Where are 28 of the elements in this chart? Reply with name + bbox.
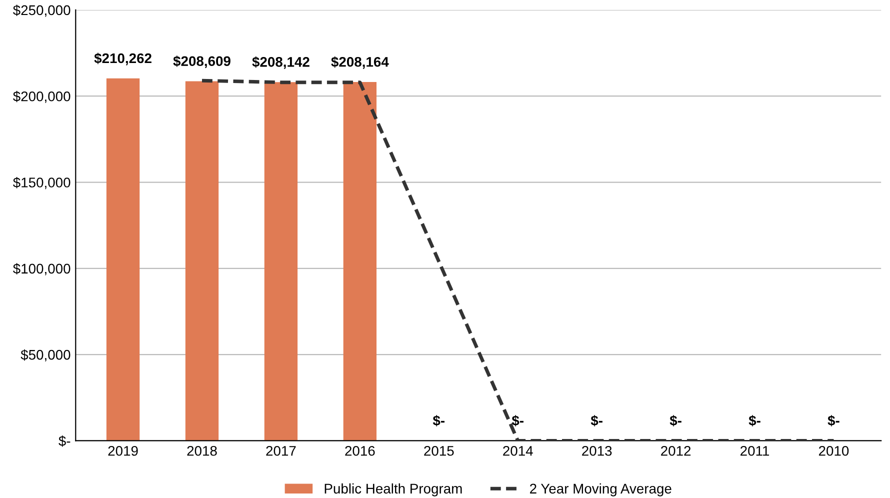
x-tick-label: 2018: [187, 446, 217, 456]
data-label: $208,609: [173, 56, 230, 68]
x-tick-label: 2010: [818, 446, 849, 456]
x-tick-label: 2016: [345, 446, 375, 456]
data-label: $-: [590, 415, 602, 426]
x-tick-label: 2011: [740, 446, 770, 456]
data-label: $208,164: [331, 56, 389, 69]
data-label: $-: [748, 415, 760, 426]
x-tick-label: 2019: [108, 446, 138, 456]
data-label: $-: [512, 415, 524, 426]
data-label: $-: [432, 415, 445, 426]
y-tick-label: $150,000: [13, 177, 70, 190]
data-label: $-: [828, 415, 840, 426]
x-tick-label: 2017: [266, 446, 296, 456]
x-tick-label: 2014: [503, 446, 533, 456]
data-label: $210,262: [94, 52, 152, 66]
x-tick-label: 2012: [661, 446, 691, 456]
data-label: $-: [670, 415, 682, 426]
y-tick-label: $250,000: [13, 4, 70, 17]
x-tick-label: 2015: [424, 446, 454, 456]
y-tick-label: $200,000: [13, 90, 70, 103]
legend-label: Public Health Program: [324, 483, 462, 496]
y-tick-label: $-: [58, 435, 70, 447]
y-tick-label: $100,000: [13, 263, 70, 276]
x-tick-label: 2013: [582, 446, 612, 456]
y-tick-label: $50,000: [20, 349, 70, 362]
data-label: $208,142: [252, 56, 310, 69]
legend-label: 2 Year Moving Average: [530, 483, 672, 496]
